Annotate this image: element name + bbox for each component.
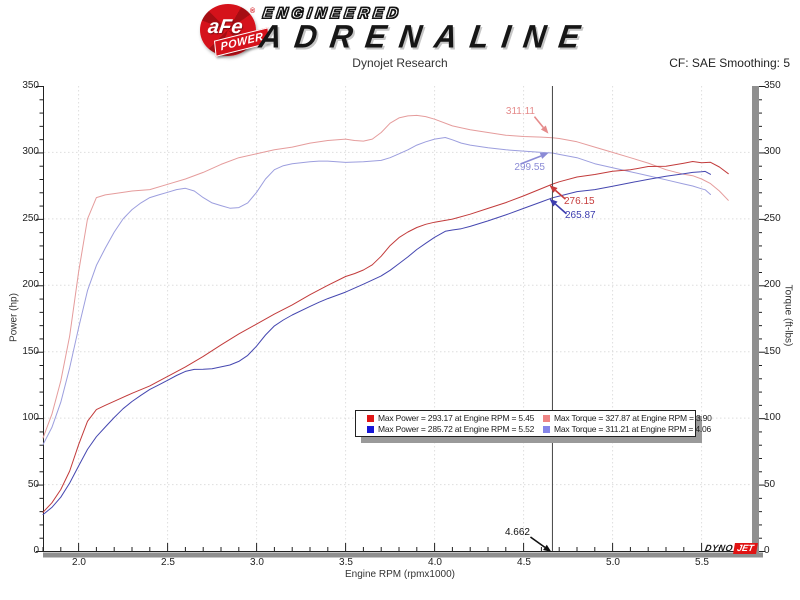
annotation-arrow-line <box>554 189 566 200</box>
annotation-arrow-head <box>549 185 558 193</box>
legend-entry-power-red: Max Power = 293.17 at Engine RPM = 5.45 <box>367 413 543 423</box>
cursor-and-arrows <box>520 86 567 552</box>
dynojet-logo-dyno: DYNO <box>704 543 734 553</box>
x-tick: 5.0 <box>606 557 620 568</box>
x-tick: 4.0 <box>428 557 442 568</box>
y-axis-title-right: Torque (ft-lbs) <box>782 284 794 347</box>
x-tick: 4.5 <box>517 557 531 568</box>
annotation-arrow-head <box>543 544 552 552</box>
cursor-rpm-label: 4.662 <box>504 527 530 538</box>
annotation-arrow-head <box>539 152 549 159</box>
y-tick-left: 0 <box>33 545 39 556</box>
chart-title: Dynojet Research <box>352 56 448 70</box>
x-tick: 5.5 <box>695 557 709 568</box>
y-tick-left: 150 <box>22 346 39 357</box>
annotation-arrow-line <box>529 536 546 549</box>
y-tick-right: 250 <box>764 213 781 224</box>
legend-entry-torque-red: Max Torque = 327.87 at Engine RPM = 3.90 <box>543 413 712 423</box>
y-tick-left: 200 <box>22 279 39 290</box>
y-tick-right: 50 <box>764 479 776 490</box>
legend-swatch-power-red <box>367 414 374 422</box>
y-tick-left: 350 <box>22 80 39 91</box>
dynojet-logo-jet: JET <box>733 543 758 554</box>
annotation-torque-red-value: 311.11 <box>505 106 535 117</box>
y-axis-title-left: Power (hp) <box>8 293 20 342</box>
annotation-arrow-head <box>549 198 558 207</box>
curve-torque-blue <box>42 137 711 446</box>
curve-torque-red <box>42 114 729 439</box>
y-tick-right: 150 <box>764 346 781 357</box>
legend-label: Max Torque = 327.87 at Engine RPM = 3.90 <box>554 413 712 423</box>
legend-box: Max Power = 293.17 at Engine RPM = 5.45 … <box>355 410 712 437</box>
annotation-arrow-head <box>540 125 549 134</box>
x-tick: 3.5 <box>339 557 353 568</box>
curves <box>42 114 729 516</box>
legend-swatch-torque-red <box>543 414 550 422</box>
y-tick-left: 50 <box>27 479 39 490</box>
annotation-torque-blue-value: 299.55 <box>514 162 545 173</box>
annotation-arrow-line <box>554 203 567 215</box>
curve-power-red <box>42 161 729 513</box>
y-tick-right: 350 <box>764 80 781 91</box>
y-tick-left: 250 <box>22 213 39 224</box>
y-tick-right: 300 <box>764 146 781 157</box>
x-tick: 3.0 <box>250 557 264 568</box>
legend-swatch-power-blue <box>367 425 374 433</box>
y-tick-right: 0 <box>764 545 770 556</box>
correction-label: CF: SAE Smoothing: 5 <box>669 56 790 70</box>
curve-power-blue <box>42 170 711 516</box>
afe-power-logo: aFe ® POWER <box>198 2 271 60</box>
legend-entry-torque-blue: Max Torque = 311.21 at Engine RPM = 4.06 <box>543 424 712 434</box>
legend-label: Max Power = 293.17 at Engine RPM = 5.45 <box>378 413 535 423</box>
axes <box>36 86 766 558</box>
registered-mark: ® <box>250 8 256 15</box>
y-tick-left: 300 <box>22 146 39 157</box>
y-tick-left: 100 <box>22 412 39 423</box>
x-tick: 2.5 <box>161 557 175 568</box>
y-tick-right: 100 <box>764 412 781 423</box>
x-axis-title: Engine RPM (rpmx1000) <box>344 569 456 580</box>
dynojet-logo: DYNO JET <box>704 543 758 554</box>
annotation-power-red-value: 276.15 <box>564 196 595 207</box>
annotation-arrow-line <box>520 155 542 165</box>
legend-entry-power-blue: Max Power = 285.72 at Engine RPM = 5.52 <box>367 424 543 434</box>
legend-label: Max Power = 285.72 at Engine RPM = 5.52 <box>378 424 535 434</box>
gridlines <box>44 86 755 551</box>
x-tick: 2.0 <box>72 557 86 568</box>
y-tick-right: 200 <box>764 279 781 290</box>
legend-label: Max Torque = 311.21 at Engine RPM = 4.06 <box>554 424 712 434</box>
legend-swatch-torque-blue <box>543 425 550 433</box>
logo-adrenaline-text: ADRENALINE <box>256 18 596 55</box>
annotation-arrow-line <box>533 116 544 129</box>
annotation-power-blue-value: 265.87 <box>565 210 596 221</box>
